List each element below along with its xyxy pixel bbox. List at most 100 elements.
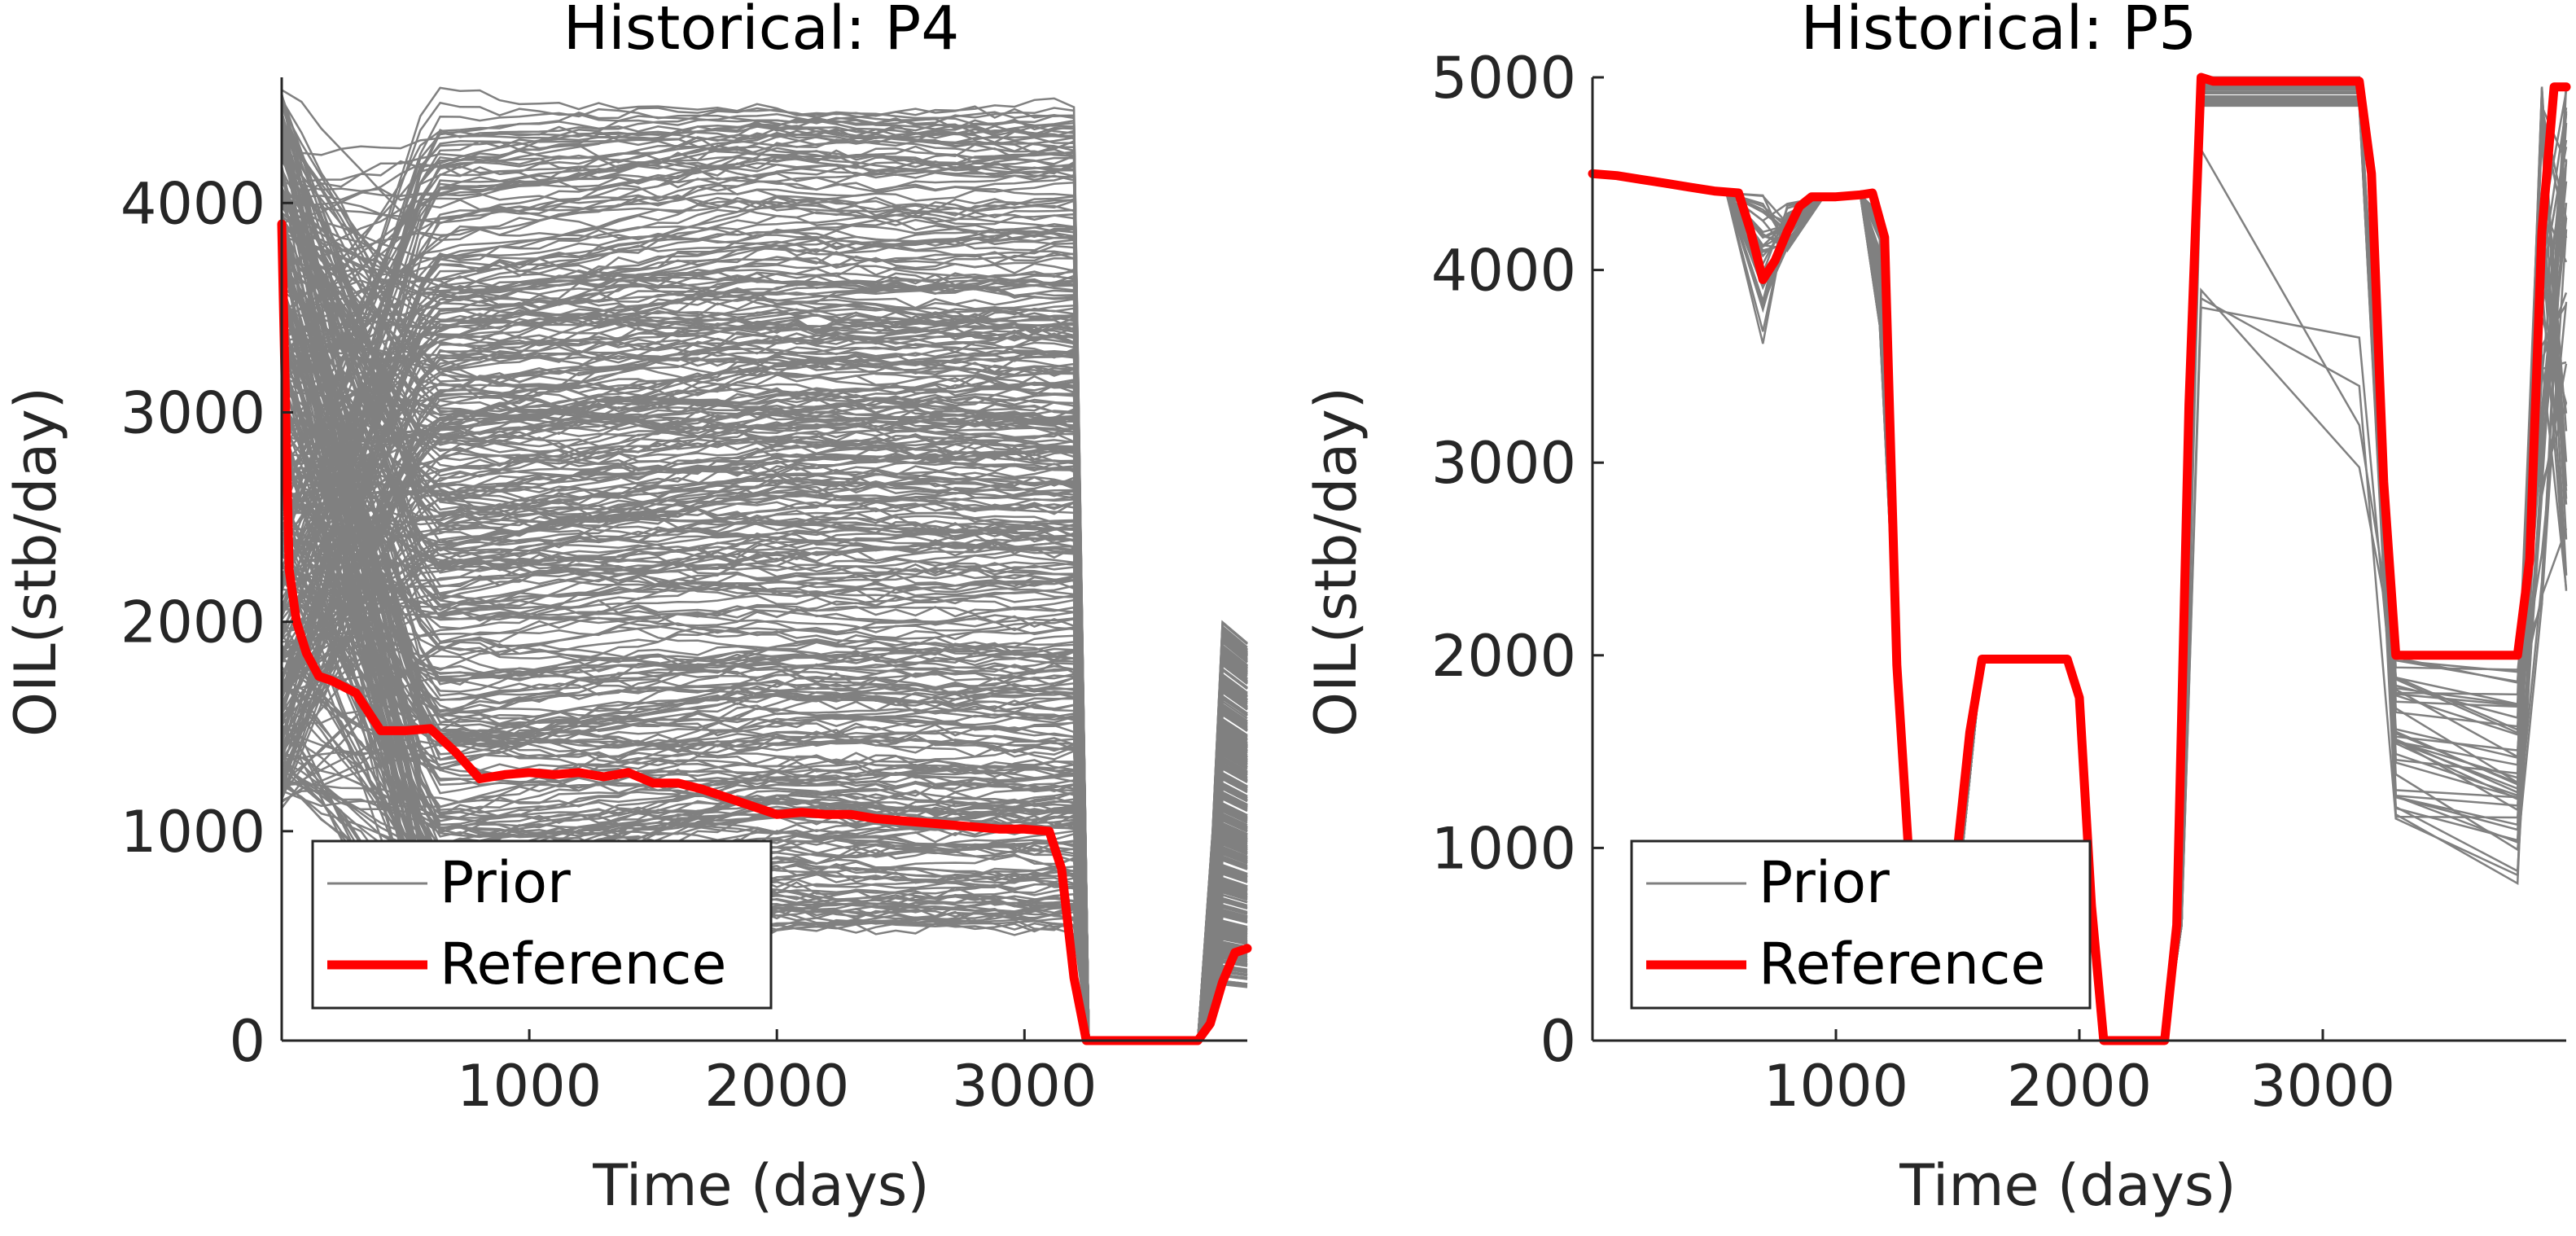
- prior-line: [280, 151, 1248, 1042]
- prior-line: [280, 305, 1248, 1042]
- prior-line: [280, 258, 1248, 1042]
- x-tick-label: 1000: [457, 1053, 602, 1120]
- prior-line: [280, 265, 1248, 1042]
- prior-line: [281, 207, 1248, 1042]
- prior-line: [281, 561, 1248, 1042]
- legend-reference-label: Reference: [440, 931, 727, 997]
- chart-p5: Historical: P5 0 1000 2000 3000 4000 5000 100…: [1303, 0, 2571, 1219]
- y-tick-label: 2000: [1431, 623, 1576, 690]
- prior-line: [281, 641, 1248, 1042]
- prior-line: [280, 123, 1248, 1042]
- prior-line: [281, 677, 1248, 1042]
- prior-line: [280, 178, 1248, 1042]
- y-axis-label: OIL(stb/day): [1303, 387, 1369, 737]
- prior-line: [280, 409, 1248, 1042]
- legend: Prior Reference: [1630, 839, 2092, 1010]
- prior-line: [281, 254, 1248, 1042]
- y-tick-label: 4000: [1431, 238, 1576, 305]
- prior-line: [280, 408, 1248, 1042]
- prior-line: [280, 258, 1248, 1042]
- prior-line: [280, 371, 1248, 1042]
- prior-line: [280, 160, 1248, 1042]
- prior-line: [281, 89, 1248, 1042]
- prior-line: [281, 378, 1248, 1042]
- prior-line: [280, 414, 1248, 1042]
- x-ticks: 1000 2000 3000: [457, 1029, 1097, 1120]
- prior-line: [281, 436, 1248, 1042]
- x-ticks: 1000 2000 3000: [1763, 1029, 2395, 1120]
- prior-line: [281, 222, 1248, 1042]
- prior-line: [281, 302, 1248, 1042]
- prior-line: [281, 655, 1248, 1042]
- prior-line: [280, 93, 1248, 1042]
- prior-line: [280, 179, 1248, 1042]
- x-tick-label: 1000: [1763, 1053, 1908, 1120]
- prior-line: [281, 244, 1248, 1042]
- y-tick-label: 1000: [120, 799, 265, 866]
- y-tick-label: 3000: [1431, 430, 1576, 497]
- prior-line: [280, 186, 1248, 1042]
- prior-line: [281, 676, 1248, 1042]
- x-tick-label: 3000: [2250, 1053, 2395, 1120]
- prior-line: [282, 625, 1248, 1042]
- prior-line: [280, 187, 1248, 1042]
- prior-line: [280, 250, 1248, 1042]
- prior-line: [280, 230, 1248, 1042]
- prior-line: [281, 181, 1248, 1042]
- y-tick-label: 0: [229, 1008, 265, 1075]
- prior-line: [280, 192, 1248, 1042]
- prior-line: [281, 622, 1248, 1042]
- prior-line: [280, 182, 1248, 1042]
- prior-line: [281, 212, 1248, 1042]
- chart-title: Historical: P5: [1801, 0, 2197, 64]
- prior-line: [280, 129, 1248, 1042]
- prior-line: [281, 481, 1248, 1042]
- y-tick-label: 0: [1540, 1008, 1576, 1075]
- prior-line: [281, 120, 1248, 1042]
- x-axis-label: Time (days): [592, 1152, 929, 1219]
- prior-line: [280, 189, 1248, 1042]
- prior-line: [281, 375, 1248, 1042]
- legend: Prior Reference: [311, 839, 773, 1010]
- prior-line: [280, 244, 1248, 1042]
- prior-line: [281, 129, 1248, 1042]
- prior-line: [280, 318, 1248, 1042]
- chart-title: Historical: P4: [563, 0, 960, 64]
- prior-line: [280, 125, 1248, 1042]
- prior-line: [281, 466, 1248, 1042]
- y-tick-label: 5000: [1431, 45, 1576, 112]
- prior-line: [280, 362, 1248, 1042]
- prior-line: [281, 579, 1248, 1042]
- legend-prior-label: Prior: [1759, 849, 1890, 916]
- prior-line: [280, 164, 1248, 1042]
- y-tick-label: 1000: [1431, 815, 1576, 882]
- legend-prior-label: Prior: [440, 849, 571, 916]
- prior-line: [280, 217, 1248, 1042]
- prior-line: [281, 529, 1248, 1042]
- prior-line: [280, 97, 1248, 1042]
- prior-line: [280, 222, 1248, 1042]
- prior-line: [280, 507, 1248, 1042]
- prior-line: [280, 143, 1248, 1042]
- prior-line: [280, 392, 1248, 1042]
- legend-reference-label: Reference: [1759, 931, 2046, 997]
- prior-line: [280, 198, 1248, 1042]
- legend-box: [311, 839, 773, 1010]
- x-tick-label: 3000: [952, 1053, 1097, 1120]
- prior-line: [280, 239, 1248, 1042]
- y-tick-label: 3000: [120, 379, 265, 446]
- prior-line: [281, 169, 1248, 1042]
- prior-line: [280, 300, 1248, 1042]
- prior-line: [281, 387, 1248, 1042]
- prior-line: [280, 339, 1248, 1042]
- reference-line: [277, 219, 1252, 1045]
- prior-line: [281, 548, 1248, 1042]
- prior-line: [280, 248, 1248, 1042]
- prior-line: [280, 423, 1248, 1042]
- prior-line: [280, 217, 1248, 1042]
- prior-line: [281, 368, 1248, 1042]
- prior-line: [281, 211, 1248, 1042]
- prior-line: [280, 86, 1248, 1042]
- legend-box: [1630, 839, 2092, 1010]
